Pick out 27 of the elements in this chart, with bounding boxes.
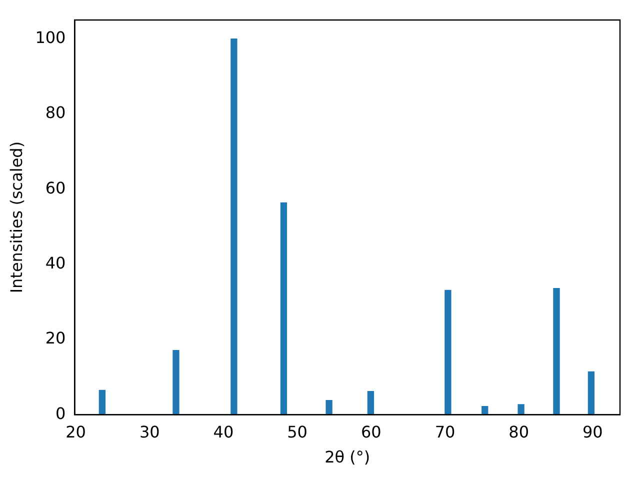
bar [230,38,238,415]
x-tick-label: 60 [360,422,382,442]
bar [172,350,180,415]
y-tick-label: 40 [45,253,66,272]
y-tick-label: 0 [56,404,66,423]
x-tick-label: 20 [66,422,86,442]
bar [367,390,374,415]
x-tick-label: 90 [582,422,603,442]
y-tick-label: 60 [45,178,66,198]
x-tick-label: 80 [508,422,530,442]
bar [444,290,452,415]
bar [588,371,595,415]
x-tick-label: 70 [434,422,456,442]
bar [482,406,488,415]
x-tick-label: 40 [213,422,234,442]
bar [518,404,524,415]
x-axis-title: 2θ (°) [324,448,370,467]
y-axis-title: Intensities (scaled) [6,141,26,294]
bar [326,400,332,415]
y-tick-label: 80 [45,103,66,122]
x-tick-label: 30 [139,422,160,442]
bar [553,288,560,415]
bar [98,390,106,415]
y-tick-label: 20 [45,328,66,348]
x-tick-label: 50 [287,422,308,442]
y-tick-label: 100 [35,28,66,47]
bar [280,202,288,415]
